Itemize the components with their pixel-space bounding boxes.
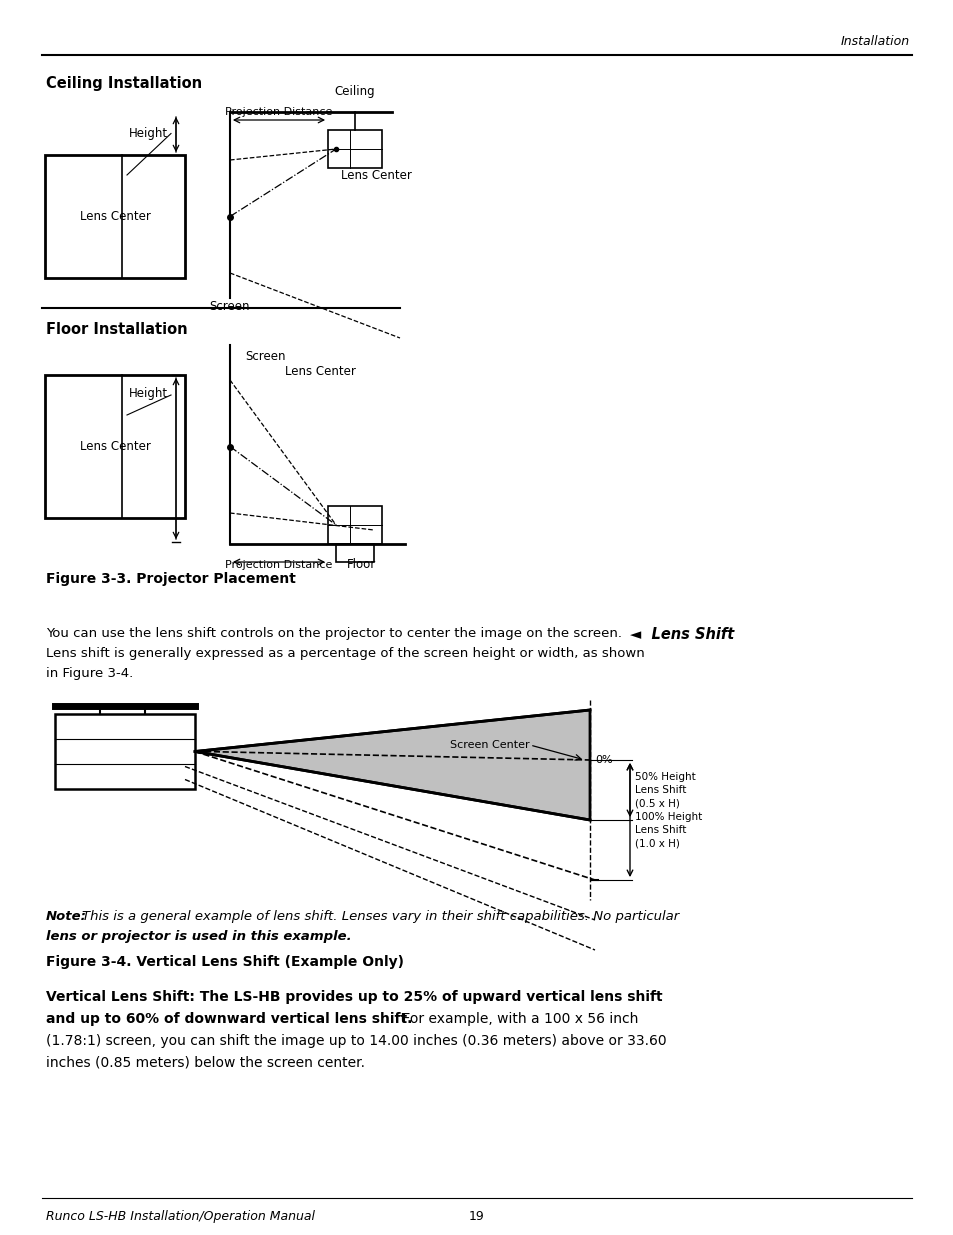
- Text: 19: 19: [469, 1210, 484, 1223]
- Text: in Figure 3-4.: in Figure 3-4.: [46, 667, 133, 680]
- Text: You can use the lens shift controls on the projector to center the image on the : You can use the lens shift controls on t…: [46, 627, 621, 640]
- Text: This is a general example of lens shift. Lenses vary in their shift capabilities: This is a general example of lens shift.…: [82, 910, 679, 923]
- Text: Height: Height: [129, 387, 168, 400]
- Text: Lens Center: Lens Center: [79, 210, 151, 224]
- Text: and up to 60% of downward vertical lens shift.: and up to 60% of downward vertical lens …: [46, 1011, 412, 1026]
- Text: Lens Center: Lens Center: [285, 366, 355, 378]
- Text: inches (0.85 meters) below the screen center.: inches (0.85 meters) below the screen ce…: [46, 1056, 365, 1070]
- Text: Height: Height: [129, 127, 168, 140]
- Text: 0%: 0%: [595, 755, 612, 764]
- Text: Lens shift is generally expressed as a percentage of the screen height or width,: Lens shift is generally expressed as a p…: [46, 647, 644, 659]
- Text: Runco LS-HB Installation/Operation Manual: Runco LS-HB Installation/Operation Manua…: [46, 1210, 314, 1223]
- Bar: [328, 506, 381, 543]
- Text: Lens Center: Lens Center: [341, 169, 412, 182]
- Text: Figure 3-3. Projector Placement: Figure 3-3. Projector Placement: [46, 572, 295, 585]
- Text: Vertical Lens Shift: The LS-HB provides up to 25% of upward vertical lens shift: Vertical Lens Shift: The LS-HB provides …: [46, 990, 662, 1004]
- Text: Ceiling Installation: Ceiling Installation: [46, 77, 202, 91]
- Text: Installation: Installation: [840, 35, 909, 48]
- Text: (1.78:1) screen, you can shift the image up to 14.00 inches (0.36 meters) above : (1.78:1) screen, you can shift the image…: [46, 1034, 666, 1049]
- Text: Floor Installation: Floor Installation: [46, 322, 188, 337]
- Bar: [328, 130, 381, 168]
- Text: Floor: Floor: [347, 558, 376, 571]
- Polygon shape: [194, 710, 589, 820]
- Text: Note:: Note:: [46, 910, 87, 923]
- Text: Projection Distance: Projection Distance: [225, 107, 333, 117]
- Bar: [335, 543, 374, 562]
- Text: Ceiling: Ceiling: [335, 85, 375, 98]
- Text: ◄  Lens Shift: ◄ Lens Shift: [629, 627, 734, 642]
- Text: Figure 3-4. Vertical Lens Shift (Example Only): Figure 3-4. Vertical Lens Shift (Example…: [46, 955, 403, 969]
- Text: Screen: Screen: [245, 350, 285, 363]
- Text: lens or projector is used in this example.: lens or projector is used in this exampl…: [46, 930, 352, 944]
- Text: 50% Height
Lens Shift
(0.5 x H): 50% Height Lens Shift (0.5 x H): [635, 772, 695, 808]
- Text: Projection Distance: Projection Distance: [225, 559, 333, 571]
- Bar: [45, 375, 185, 517]
- Bar: [45, 156, 185, 278]
- Text: Lens Center: Lens Center: [79, 440, 151, 453]
- Text: Screen Center: Screen Center: [450, 740, 530, 750]
- Text: 100% Height
Lens Shift
(1.0 x H): 100% Height Lens Shift (1.0 x H): [635, 811, 701, 848]
- Bar: [55, 714, 194, 789]
- Text: For example, with a 100 x 56 inch: For example, with a 100 x 56 inch: [397, 1011, 638, 1026]
- Text: Screen: Screen: [210, 300, 250, 312]
